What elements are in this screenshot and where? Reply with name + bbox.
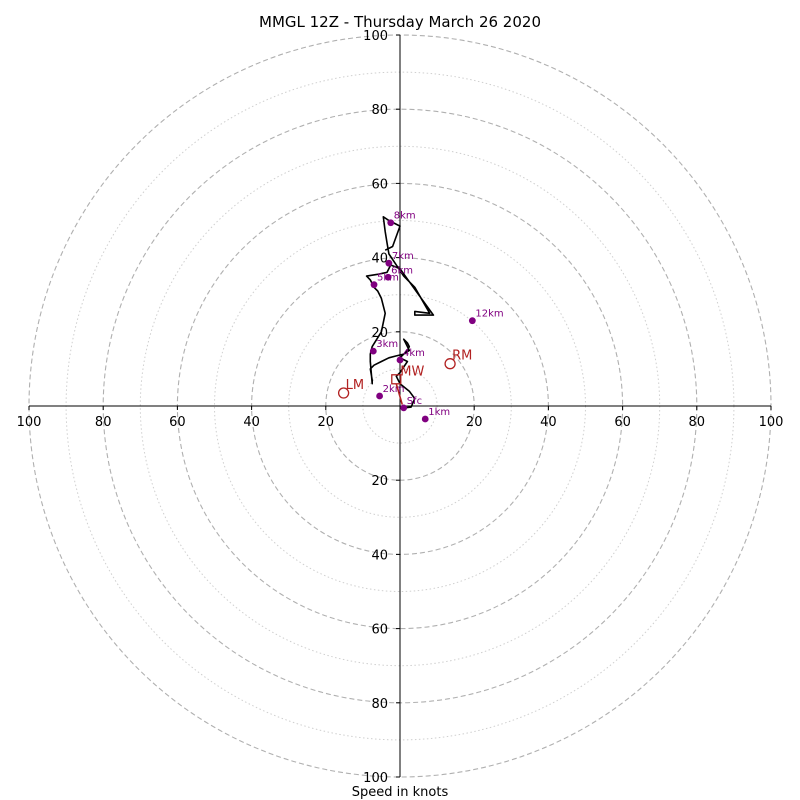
height-point-4km: [396, 356, 404, 364]
x-tick-label: 100: [759, 415, 784, 430]
y-tick-label-top: 80: [371, 103, 388, 118]
left-mover-marker: [337, 387, 350, 399]
height-label-12km: 12km: [475, 309, 503, 320]
tick-labels: 100 80 60 40 20 20 40 60 80 100100806040202040608…: [17, 29, 784, 786]
chart-title: MMGL 12Z - Thursday March 26 2020: [259, 13, 541, 31]
y-tick-label-top: 40: [371, 252, 388, 267]
hodograph-trace-layer: [365, 216, 435, 409]
storm-motion-layer: RM LM MW: [337, 349, 472, 405]
bunkers-deviation-line: [395, 383, 403, 405]
x-tick-label: 60: [169, 415, 186, 430]
axes-group: [29, 35, 771, 777]
x-tick-label: 80: [689, 415, 706, 430]
y-tick-label-bottom: 80: [371, 697, 388, 712]
height-point-6km: [384, 273, 392, 281]
x-tick-label: 60: [614, 415, 631, 430]
x-tick-label: 40: [243, 415, 260, 430]
mean-wind-label: MW: [400, 364, 424, 379]
x-tick-label: 20: [318, 415, 335, 430]
x-tick-label: 20: [466, 415, 483, 430]
height-point-Sfc: [400, 404, 408, 412]
hodograph-trace: [365, 216, 435, 409]
right-mover-label: RM: [452, 349, 472, 364]
height-point-7km: [385, 259, 393, 267]
height-point-5km: [370, 281, 378, 289]
height-label-2km: 2km: [383, 384, 405, 395]
height-point-12km: [468, 317, 476, 325]
height-points-layer: Sfc1km2km3km4km5km6km7km8km12km: [369, 211, 504, 423]
height-label-1km: 1km: [428, 407, 450, 418]
height-label-6km: 6km: [391, 265, 413, 276]
height-point-3km: [369, 347, 377, 355]
y-tick-label-top: 100: [363, 29, 388, 44]
x-tick-label: 80: [95, 415, 112, 430]
height-point-8km: [387, 219, 395, 227]
x-tick-label: 40: [540, 415, 557, 430]
y-tick-label-bottom: 60: [371, 623, 388, 638]
y-tick-label-bottom: 100: [363, 771, 388, 786]
y-tick-label-top: 60: [371, 177, 388, 192]
y-tick-label-bottom: 20: [371, 474, 388, 489]
x-tick-label: 100: [17, 415, 42, 430]
y-tick-label-bottom: 40: [371, 548, 388, 563]
height-label-8km: 8km: [394, 211, 416, 222]
left-mover-label: LM: [346, 378, 364, 393]
height-label-3km: 3km: [376, 339, 398, 350]
height-point-1km: [421, 415, 429, 423]
height-point-2km: [376, 392, 383, 400]
height-label-4km: 4km: [403, 348, 425, 359]
right-mover-marker: [444, 358, 456, 370]
height-label-Sfc: Sfc: [407, 396, 422, 407]
x-axis-label: Speed in knots: [352, 785, 449, 800]
height-label-7km: 7km: [392, 251, 414, 262]
